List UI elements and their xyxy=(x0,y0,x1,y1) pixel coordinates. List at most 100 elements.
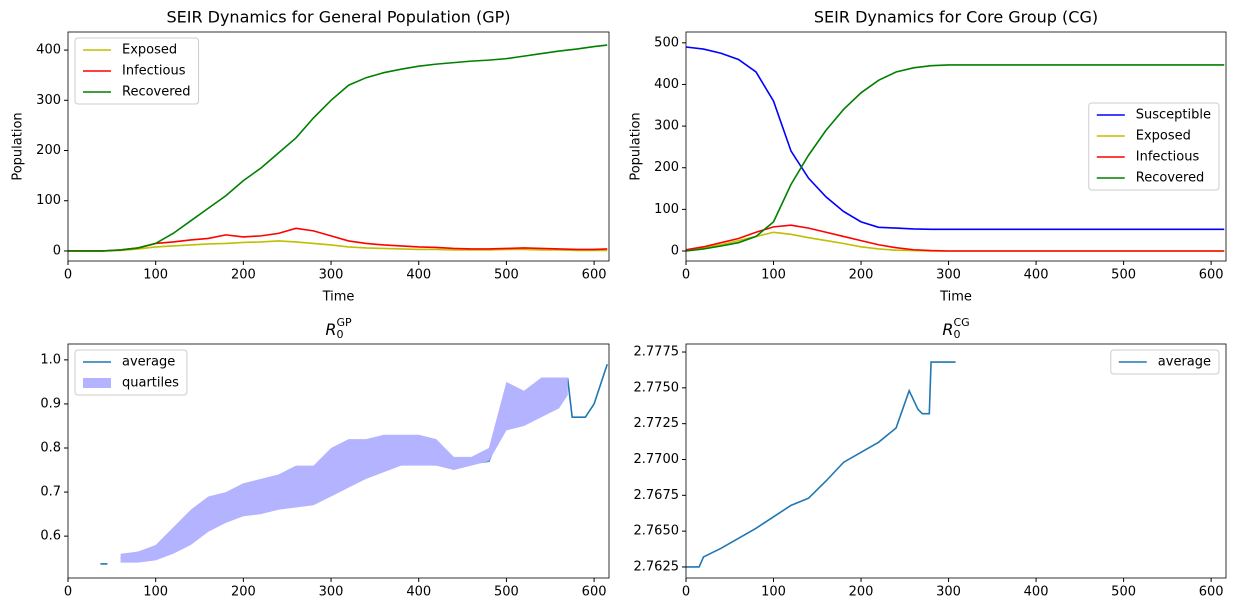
title-base: R xyxy=(942,320,953,339)
title-sup: CG xyxy=(953,316,969,329)
legend-label: Exposed xyxy=(1136,129,1191,144)
x-axis-label: Time xyxy=(939,290,972,305)
chart-title: SEIR Dynamics for Core Group (CG) xyxy=(814,8,1098,27)
x-tick-label: 400 xyxy=(406,585,431,600)
x-tick-label: 0 xyxy=(682,268,690,283)
x-tick-label: 300 xyxy=(319,585,344,600)
legend: average xyxy=(1110,349,1220,375)
x-tick-label: 500 xyxy=(494,268,519,283)
legend-label: Recovered xyxy=(1136,171,1205,186)
x-tick-label: 200 xyxy=(231,268,256,283)
y-tick-label: 300 xyxy=(654,119,679,134)
axes-frame xyxy=(67,343,610,579)
x-tick-label: 400 xyxy=(1024,268,1049,283)
legend-label: average xyxy=(1158,355,1211,370)
y-tick-label: 2.7725 xyxy=(634,416,680,431)
series-line xyxy=(686,361,956,568)
plot-area xyxy=(685,46,1225,252)
y-tick-label: 100 xyxy=(36,193,61,208)
y-tick-label: 0 xyxy=(53,243,61,258)
y-axis-label: Population xyxy=(629,112,644,180)
series-line xyxy=(68,44,608,252)
legend: Susceptible Exposed Infectious Recovered xyxy=(1088,102,1220,191)
plot-area xyxy=(686,361,956,568)
series-line xyxy=(68,240,608,252)
series-line xyxy=(685,231,1225,252)
legend-frame xyxy=(1110,349,1220,375)
y-tick-label: 200 xyxy=(36,143,61,158)
x-tick-label: 500 xyxy=(494,585,519,600)
x-tick-label: 300 xyxy=(319,268,344,283)
x-tick-label: 600 xyxy=(1199,585,1224,600)
chart-title: R0GP xyxy=(325,316,352,341)
x-tick-label: 500 xyxy=(1111,585,1136,600)
y-tick-label: 100 xyxy=(654,202,679,217)
x-tick-label: 100 xyxy=(761,585,786,600)
legend: average quartiles xyxy=(74,349,188,396)
legend-frame xyxy=(74,37,200,105)
y-tick-label: 400 xyxy=(654,77,679,92)
y-tick-label: 2.7750 xyxy=(634,380,680,395)
x-tick-label: 200 xyxy=(849,268,874,283)
subplot: SEIR Dynamics for General Population (GP… xyxy=(11,8,610,305)
y-tick-label: 2.7650 xyxy=(634,524,680,539)
y-tick-label: 400 xyxy=(36,43,61,58)
axes-frame xyxy=(67,31,610,262)
y-tick-label: 0.8 xyxy=(40,441,61,456)
legend-swatch xyxy=(83,378,111,388)
y-tick-label: 0 xyxy=(671,244,679,259)
x-tick-label: 100 xyxy=(143,268,168,283)
series-line xyxy=(685,46,1225,231)
series-line xyxy=(685,64,1225,252)
y-tick-label: 2.7775 xyxy=(634,345,680,360)
subplot: SEIR Dynamics for Core Group (CG) Time Pop… xyxy=(629,8,1227,305)
title-sup: GP xyxy=(336,316,352,329)
legend-frame xyxy=(1088,102,1220,191)
legend-label: Infectious xyxy=(1136,150,1200,165)
y-tick-label: 0.9 xyxy=(40,396,61,411)
x-tick-label: 600 xyxy=(582,585,607,600)
x-tick-label: 300 xyxy=(936,268,961,283)
x-tick-label: 400 xyxy=(406,268,431,283)
y-tick-label: 0.7 xyxy=(40,485,61,500)
x-axis-label: Time xyxy=(322,290,355,305)
y-tick-label: 2.7675 xyxy=(634,488,680,503)
legend-label: Recovered xyxy=(122,85,191,100)
axes-frame xyxy=(685,343,1227,579)
x-tick-label: 100 xyxy=(761,268,786,283)
y-tick-label: 0.6 xyxy=(40,529,61,544)
x-tick-label: 0 xyxy=(682,585,690,600)
y-tick-label: 300 xyxy=(36,93,61,108)
legend-label: Susceptible xyxy=(1136,108,1211,123)
title-sub: 0 xyxy=(953,328,960,341)
y-axis-label: Population xyxy=(11,112,26,180)
legend: Exposed Infectious Recovered xyxy=(74,37,200,105)
x-tick-label: 0 xyxy=(64,585,72,600)
title-base: R xyxy=(325,320,336,339)
axes-frame xyxy=(685,31,1227,262)
title-sub: 0 xyxy=(336,328,343,341)
x-tick-label: 600 xyxy=(582,268,607,283)
legend-label: Infectious xyxy=(122,64,186,79)
y-tick-label: 200 xyxy=(654,160,679,175)
chart-title: R0CG xyxy=(942,316,969,341)
x-tick-label: 200 xyxy=(231,585,256,600)
plot-area xyxy=(100,364,609,565)
series-line xyxy=(68,227,608,252)
x-tick-label: 500 xyxy=(1111,268,1136,283)
y-tick-label: 500 xyxy=(654,35,679,50)
x-tick-label: 200 xyxy=(849,585,874,600)
x-tick-label: 0 xyxy=(64,268,72,283)
chart-title: SEIR Dynamics for General Population (GP… xyxy=(166,8,510,27)
series-line xyxy=(685,224,1225,252)
x-tick-label: 100 xyxy=(143,585,168,600)
quartile-band xyxy=(120,377,568,563)
y-tick-label: 1.0 xyxy=(40,352,61,367)
legend-label: Exposed xyxy=(122,43,177,58)
x-tick-label: 300 xyxy=(936,585,961,600)
legend-label: quartiles xyxy=(122,376,179,391)
x-tick-label: 600 xyxy=(1199,268,1224,283)
